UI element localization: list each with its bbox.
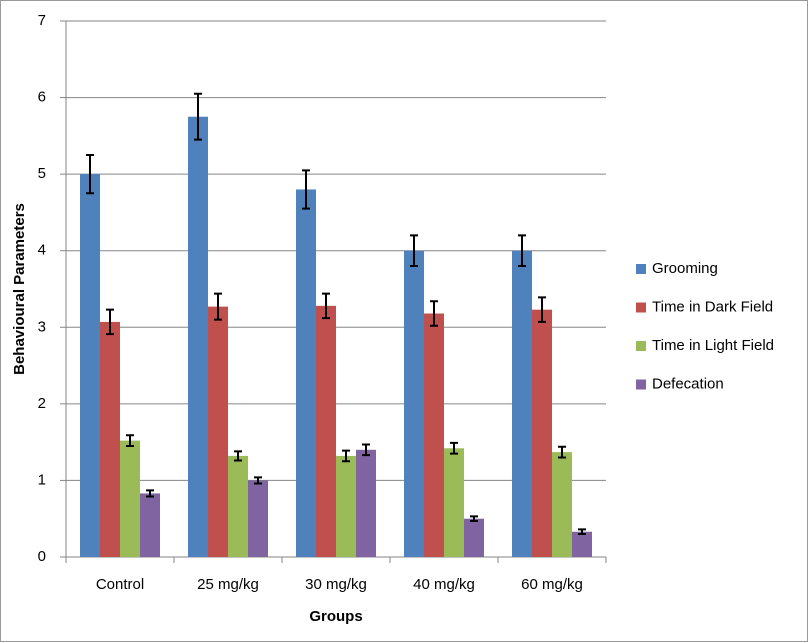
error-bar <box>302 169 310 210</box>
error-bar <box>126 434 134 447</box>
error-bar <box>538 296 546 323</box>
y-tick-label: 2 <box>38 395 46 412</box>
y-tick-label: 1 <box>38 471 46 488</box>
legend-swatch <box>636 302 646 313</box>
error-bar <box>558 445 566 459</box>
x-tick-label: 60 mg/kg <box>521 576 583 593</box>
y-tick-label: 5 <box>38 165 46 182</box>
bar <box>512 250 532 557</box>
legend-swatch <box>636 264 646 274</box>
error-bar <box>578 528 586 536</box>
error-bar <box>146 489 154 498</box>
error-bar <box>470 515 478 523</box>
legend-label: Grooming <box>652 260 718 277</box>
legend-swatch <box>636 341 646 351</box>
bar <box>120 440 140 557</box>
bar <box>404 250 424 557</box>
bar <box>188 116 208 557</box>
x-tick-label: Control <box>96 576 144 593</box>
bar <box>532 309 552 557</box>
bar <box>444 448 464 557</box>
bar <box>140 493 160 557</box>
error-bar <box>254 476 262 485</box>
x-tick-label: 30 mg/kg <box>305 576 367 593</box>
error-bar <box>430 300 438 327</box>
error-bar <box>322 292 330 320</box>
y-tick-label: 4 <box>38 242 46 259</box>
error-bar <box>518 234 526 268</box>
legend-swatch <box>636 379 646 390</box>
bar <box>296 189 316 557</box>
bar <box>208 306 228 557</box>
legend-label: Time in Dark Field <box>652 298 773 315</box>
error-bar <box>194 92 202 141</box>
bar <box>228 455 248 557</box>
error-bar <box>362 443 370 457</box>
y-tick-label: 6 <box>38 89 46 106</box>
bar <box>572 531 592 557</box>
bar <box>336 455 356 557</box>
bar <box>100 321 120 557</box>
legend-label: Time in Light Field <box>652 337 774 354</box>
x-tick-label: 25 mg/kg <box>197 576 259 593</box>
error-bar <box>342 449 350 463</box>
bar <box>552 452 572 557</box>
error-bar <box>214 292 222 321</box>
x-tick-label: 40 mg/kg <box>413 576 475 593</box>
error-bar <box>450 441 458 455</box>
y-tick-label: 0 <box>38 548 46 565</box>
error-bar <box>410 234 418 268</box>
bar <box>356 449 376 557</box>
y-tick-label: 3 <box>38 318 46 335</box>
y-axis-label: Behavioural Parameters <box>11 203 28 375</box>
bar <box>316 305 336 557</box>
bar <box>424 313 444 557</box>
y-tick-label: 7 <box>38 12 46 29</box>
legend-label: Defecation <box>652 375 724 392</box>
error-bar <box>106 308 114 336</box>
bar <box>248 480 268 557</box>
error-bar <box>86 154 94 195</box>
bar <box>464 518 484 557</box>
error-bar <box>234 450 242 462</box>
bar <box>80 174 100 557</box>
x-axis-label: Groups <box>309 608 362 625</box>
